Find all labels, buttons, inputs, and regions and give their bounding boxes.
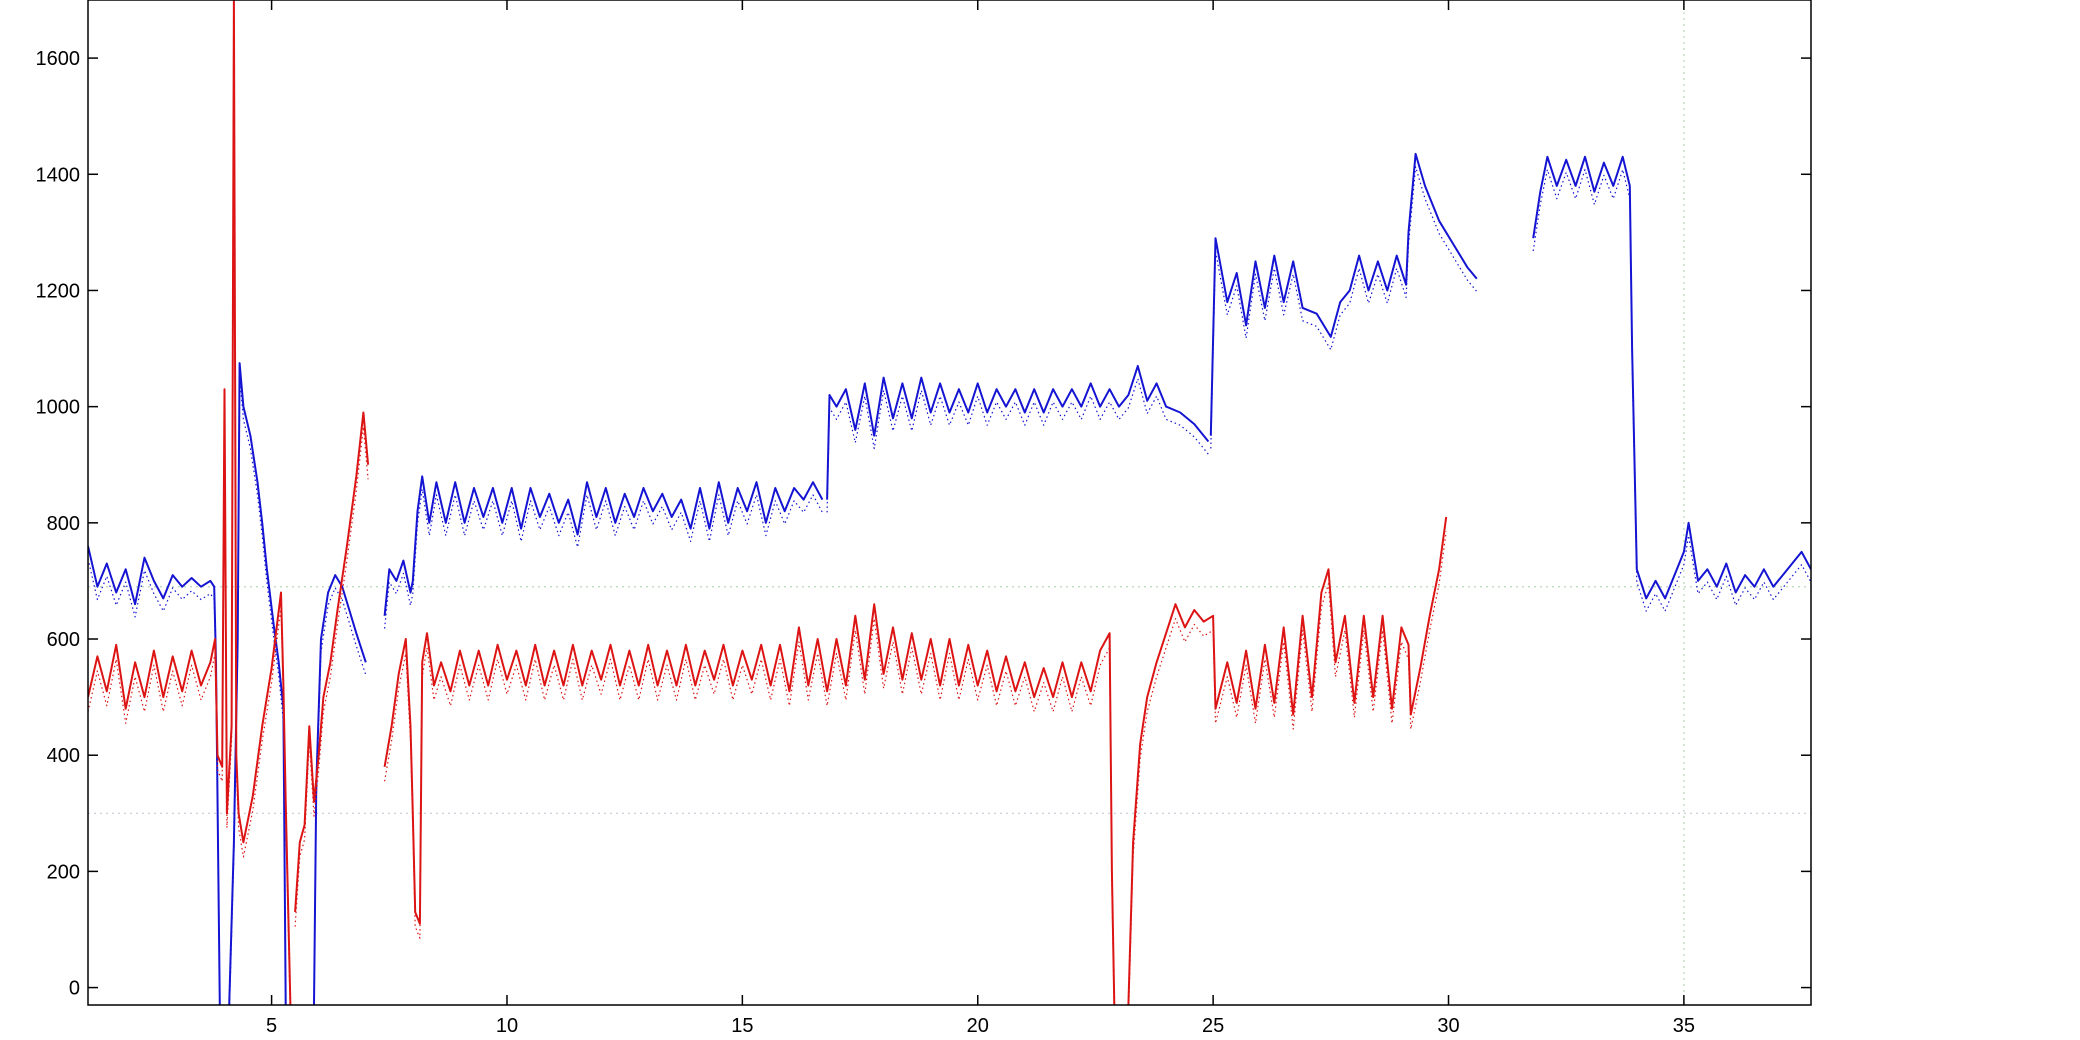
y-tick-label: 1600 <box>36 48 81 70</box>
plot-area-frame <box>87 0 1812 1006</box>
series-1 <box>88 152 1811 1005</box>
series-2-line-1 <box>88 0 292 1005</box>
series-1-line-7 <box>1532 155 1811 600</box>
series-2-trace-secondary-2 <box>294 426 369 927</box>
x-tick-label: 35 <box>1673 1015 1695 1037</box>
series-1-trace-secondary-5 <box>826 378 1209 513</box>
series-1-trace-secondary-1 <box>88 558 221 1005</box>
series-2 <box>88 0 1448 1005</box>
series-1-line-4 <box>383 475 824 616</box>
series-2-trace-secondary-4 <box>1128 531 1447 1005</box>
series-1-trace-secondary-4 <box>384 488 823 629</box>
series-2-line-3 <box>383 603 1116 1005</box>
x-tick-label: 30 <box>1437 1015 1459 1037</box>
series-2-trace-secondary-1 <box>88 13 291 1005</box>
series-1-line-2 <box>228 362 287 1005</box>
series-group <box>88 0 1811 1005</box>
series-1-trace-secondary-6 <box>1210 166 1478 449</box>
axis-ticks: 5 10 15 20 25 30 35 0 200 400 600 800 1000 1200 1400 16… <box>36 0 1811 1037</box>
y-tick-label: 200 <box>47 861 80 883</box>
series-1-trace-secondary-3 <box>313 587 367 1005</box>
series-1-trace-secondary-2 <box>228 375 287 1005</box>
x-tick-label: 25 <box>1202 1015 1224 1037</box>
x-tick-label: 10 <box>496 1015 518 1037</box>
y-tick-label: 1000 <box>36 397 81 419</box>
series-2-line-4 <box>1127 516 1448 1005</box>
y-tick-label: 800 <box>47 513 80 535</box>
y-tick-label: 1200 <box>36 280 81 302</box>
y-tick-label: 1400 <box>36 164 81 186</box>
series-1-line-3 <box>313 574 367 1005</box>
series-2-trace-secondary-3 <box>384 618 1115 1005</box>
reference-lines <box>88 0 1811 1005</box>
x-tick-label: 15 <box>731 1015 753 1037</box>
x-tick-label: 20 <box>967 1015 989 1037</box>
series-2-line-2 <box>294 411 370 913</box>
series-1-line-5 <box>826 365 1210 500</box>
series-1-trace-secondary-7 <box>1532 169 1811 612</box>
series-1-line-6 <box>1209 152 1478 436</box>
y-tick-label: 400 <box>47 745 80 767</box>
x-tick-label: 5 <box>266 1015 277 1037</box>
series-1-line-1 <box>88 545 221 1005</box>
y-tick-label: 600 <box>47 629 80 651</box>
y-tick-label: 0 <box>69 978 80 1000</box>
